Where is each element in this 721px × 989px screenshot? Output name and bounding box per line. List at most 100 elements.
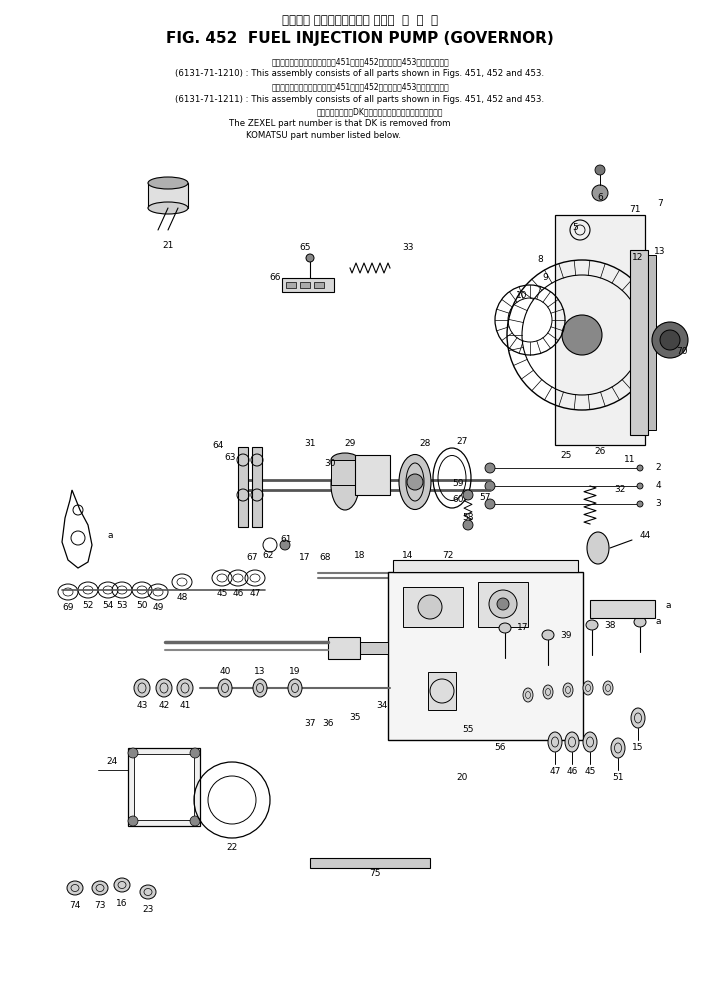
Bar xyxy=(630,250,648,435)
Ellipse shape xyxy=(331,460,359,510)
Circle shape xyxy=(128,816,138,826)
Text: 12: 12 xyxy=(632,253,644,262)
Text: 58: 58 xyxy=(462,512,474,521)
Circle shape xyxy=(190,816,200,826)
Ellipse shape xyxy=(177,679,193,697)
Text: 57: 57 xyxy=(479,493,491,501)
Bar xyxy=(300,282,310,288)
Text: 30: 30 xyxy=(324,459,336,468)
Text: 75: 75 xyxy=(369,868,381,877)
Ellipse shape xyxy=(611,738,625,758)
Ellipse shape xyxy=(543,685,553,699)
Circle shape xyxy=(497,598,509,610)
Text: 52: 52 xyxy=(82,601,94,610)
Ellipse shape xyxy=(587,532,609,564)
Circle shape xyxy=(190,748,200,758)
Circle shape xyxy=(306,254,314,262)
Text: 33: 33 xyxy=(402,243,414,252)
Circle shape xyxy=(485,463,495,473)
Text: 54: 54 xyxy=(102,601,114,610)
Text: 47: 47 xyxy=(549,767,561,776)
Ellipse shape xyxy=(499,623,511,633)
Text: FIG. 452  FUEL INJECTION PUMP (GOVERNOR): FIG. 452 FUEL INJECTION PUMP (GOVERNOR) xyxy=(166,31,554,45)
Text: 25: 25 xyxy=(560,451,572,460)
Circle shape xyxy=(637,483,643,489)
Bar xyxy=(310,858,430,868)
Ellipse shape xyxy=(548,732,562,752)
Text: 17: 17 xyxy=(517,623,528,633)
Text: 13: 13 xyxy=(654,247,665,256)
Text: 15: 15 xyxy=(632,744,644,753)
Text: 31: 31 xyxy=(304,438,316,447)
Text: 37: 37 xyxy=(304,718,316,728)
Text: 11: 11 xyxy=(624,456,636,465)
Text: 66: 66 xyxy=(269,274,280,283)
Text: 56: 56 xyxy=(495,744,505,753)
Text: 60: 60 xyxy=(452,495,464,504)
Bar xyxy=(355,455,390,495)
Text: a: a xyxy=(107,530,112,540)
Ellipse shape xyxy=(156,679,172,697)
Ellipse shape xyxy=(399,455,431,509)
Ellipse shape xyxy=(583,681,593,695)
Text: a: a xyxy=(665,600,671,609)
Text: フェエル インジェクション ポンプ  ガ  バ  ナ: フェエル インジェクション ポンプ ガ バ ナ xyxy=(282,14,438,27)
Text: 34: 34 xyxy=(376,700,388,709)
Ellipse shape xyxy=(114,878,130,892)
Text: 3: 3 xyxy=(655,499,661,508)
Bar xyxy=(393,560,578,572)
Bar xyxy=(388,572,583,740)
Text: 品番のメーカ記号DKを除いたものがゼクセルの品番です。: 品番のメーカ記号DKを除いたものがゼクセルの品番です。 xyxy=(317,108,443,117)
Text: 65: 65 xyxy=(299,243,311,252)
Text: 67: 67 xyxy=(247,554,257,563)
Ellipse shape xyxy=(565,732,579,752)
Circle shape xyxy=(418,595,442,619)
Text: 27: 27 xyxy=(456,437,468,446)
Ellipse shape xyxy=(134,679,150,697)
Circle shape xyxy=(463,490,473,500)
Ellipse shape xyxy=(586,620,598,630)
Text: 29: 29 xyxy=(345,438,355,447)
Bar xyxy=(428,672,456,710)
Circle shape xyxy=(485,499,495,509)
Text: 53: 53 xyxy=(116,601,128,610)
Text: 18: 18 xyxy=(354,551,366,560)
Text: 6: 6 xyxy=(597,194,603,203)
Circle shape xyxy=(652,322,688,358)
Text: 21: 21 xyxy=(162,240,174,249)
Text: (6131-71-1211) : This assembly consists of all parts shown in Figs. 451, 452 and: (6131-71-1211) : This assembly consists … xyxy=(175,95,544,104)
Text: 72: 72 xyxy=(442,551,454,560)
Text: 28: 28 xyxy=(420,438,430,447)
Text: 20: 20 xyxy=(456,773,468,782)
Bar xyxy=(314,282,324,288)
Text: 46: 46 xyxy=(566,767,578,776)
Text: 69: 69 xyxy=(62,603,74,612)
Bar xyxy=(590,600,655,618)
Text: 10: 10 xyxy=(516,291,528,300)
Text: 38: 38 xyxy=(604,620,616,630)
Text: 16: 16 xyxy=(116,898,128,908)
Bar xyxy=(403,587,463,627)
Text: 2: 2 xyxy=(655,464,661,473)
Ellipse shape xyxy=(218,679,232,697)
Text: 42: 42 xyxy=(159,701,169,710)
Ellipse shape xyxy=(253,679,267,697)
Bar xyxy=(128,748,200,826)
Bar xyxy=(648,255,656,430)
Text: 49: 49 xyxy=(152,603,164,612)
Ellipse shape xyxy=(148,177,188,189)
Text: 22: 22 xyxy=(226,844,238,853)
Text: 14: 14 xyxy=(402,551,414,560)
Ellipse shape xyxy=(542,630,554,640)
Ellipse shape xyxy=(583,732,597,752)
Bar xyxy=(358,642,388,654)
Ellipse shape xyxy=(331,453,359,467)
Text: このアセンブリの構成部品は第451図、第452図および第453図を含みます。: このアセンブリの構成部品は第451図、第452図および第453図を含みます。 xyxy=(271,82,449,92)
Text: 41: 41 xyxy=(180,701,190,710)
Bar xyxy=(478,582,528,627)
Text: 50: 50 xyxy=(136,601,148,610)
Text: 26: 26 xyxy=(594,447,606,457)
Text: 59: 59 xyxy=(452,479,464,488)
Circle shape xyxy=(407,474,423,490)
Text: 9: 9 xyxy=(542,274,548,283)
